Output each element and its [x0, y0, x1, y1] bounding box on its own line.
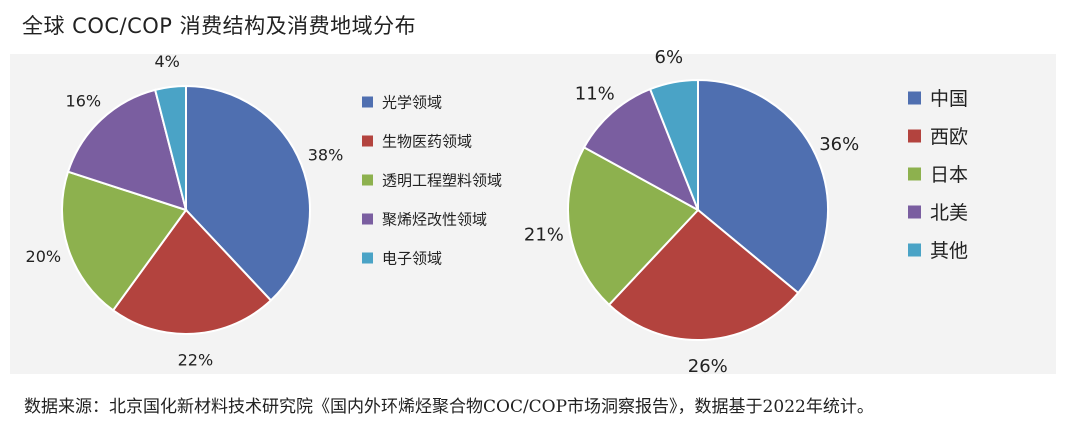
pie-slice-1-4 [66, 88, 188, 212]
data-source-note: 数据来源：北京国化新材料技术研究院《国内外环烯烃聚合物COC/COP市场洞察报告… [24, 397, 874, 417]
slice-value-label: 26% [688, 356, 728, 377]
slice-value-label: 36% [819, 134, 859, 155]
slice-value-label: 22% [178, 350, 214, 369]
legend-swatch [908, 243, 921, 257]
legend-label: 其他 [930, 240, 968, 262]
pie-slice-2-5 [648, 78, 699, 211]
legend-swatch [908, 167, 921, 181]
legend-label: 生物医药领域 [382, 132, 472, 150]
legend-swatch [908, 129, 921, 143]
legend-swatch [362, 252, 373, 264]
legend-label: 西欧 [930, 126, 968, 148]
slice-value-label: 4% [155, 52, 180, 71]
pie-slice-1-3 [61, 170, 188, 312]
pie-slice-2-3 [567, 146, 700, 307]
legend-label: 中国 [930, 88, 968, 110]
pie-slice-1-5 [153, 84, 187, 211]
legend-label: 聚烯烃改性领域 [382, 210, 487, 228]
pie-slice-2-1 [697, 78, 829, 295]
legend-swatch [908, 91, 921, 105]
legend-label: 日本 [930, 164, 968, 186]
pie-slice-1-1 [185, 84, 311, 302]
slice-value-label: 11% [575, 83, 615, 104]
page-title: 全球 COC/COP 消费结构及消费地域分布 [22, 14, 417, 38]
slice-value-label: 6% [655, 47, 684, 68]
slice-value-label: 16% [66, 91, 102, 110]
legend-swatch [908, 205, 921, 219]
legend-swatch [362, 174, 373, 186]
legend-label: 北美 [930, 202, 968, 224]
slice-value-label: 38% [308, 145, 344, 164]
legend-label: 光学领域 [382, 93, 442, 111]
pie-chart-1: 38% 光学领域 22% 生物医药领域 20% 透明工程塑料领域 16% 聚烯烃改性领域 4% 电… [26, 52, 502, 369]
legend-label: 电子领域 [382, 249, 442, 267]
pie-slice-1-2 [111, 208, 273, 335]
legend-swatch [362, 213, 373, 225]
legend-swatch [362, 96, 373, 108]
legend-swatch [362, 135, 373, 147]
pie-slice-2-4 [582, 87, 700, 213]
slice-value-label: 20% [26, 247, 62, 266]
pie-slice-2-2 [607, 208, 800, 341]
slice-value-label: 21% [524, 225, 564, 246]
legend-label: 透明工程塑料领域 [382, 171, 502, 189]
pie-chart-2: 36% 中国 26% 西欧 21% 日本 11% 北美 6% 其他 [524, 47, 968, 377]
